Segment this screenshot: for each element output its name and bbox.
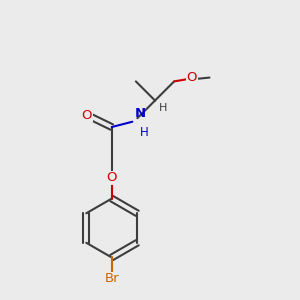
Text: O: O — [81, 109, 92, 122]
Text: O: O — [106, 171, 117, 184]
Text: H: H — [158, 103, 167, 113]
Text: N: N — [134, 107, 146, 120]
Text: Br: Br — [104, 272, 119, 286]
Text: O: O — [187, 71, 197, 84]
Text: H: H — [140, 126, 149, 139]
